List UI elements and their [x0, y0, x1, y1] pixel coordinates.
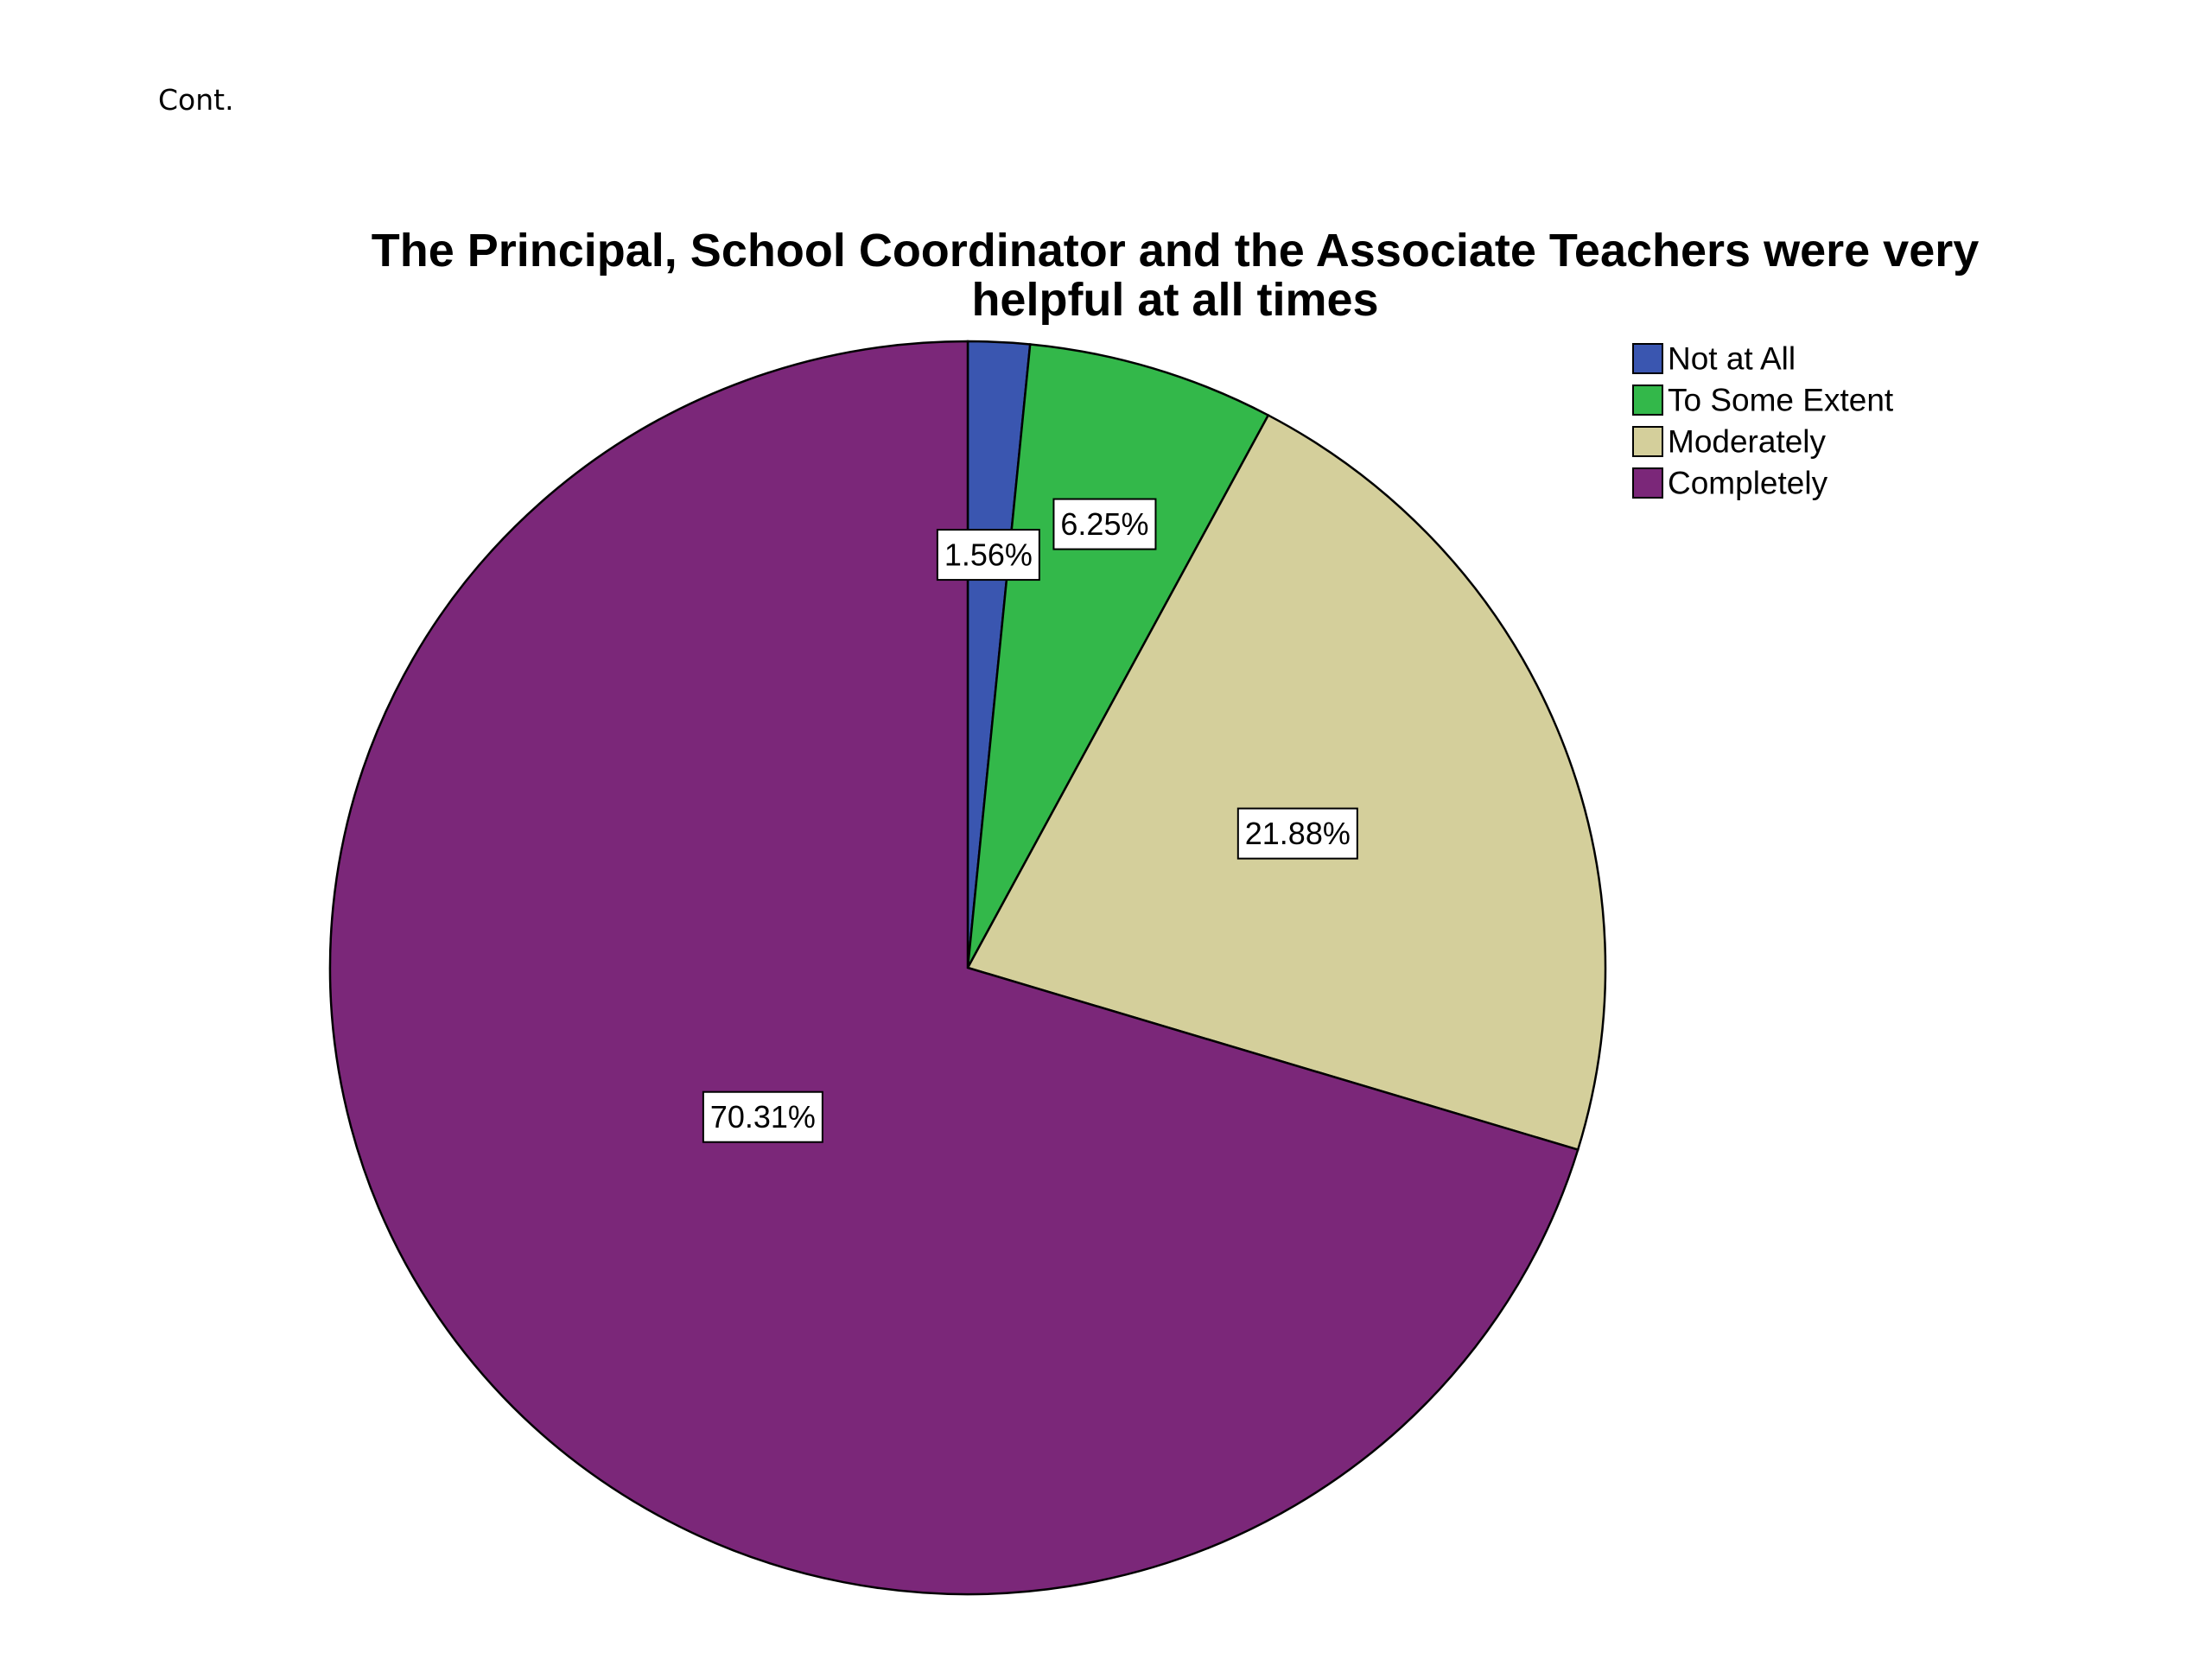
chart-legend: Not at All To Some Extent Moderately Comple…: [1632, 341, 1894, 501]
legend-label: Not at All: [1668, 341, 1796, 377]
continued-label: Cont.: [158, 83, 234, 117]
legend-item-to-some-extent: To Some Extent: [1632, 383, 1894, 418]
legend-item-moderately: Moderately: [1632, 424, 1827, 460]
pie-slice-moderately: [966, 413, 1607, 1152]
legend-label: To Some Extent: [1668, 383, 1894, 418]
data-label-box: [936, 529, 1040, 582]
data-label-completely: 70.31%: [702, 1090, 823, 1143]
data-label-moderately: 21.88%: [1236, 807, 1358, 860]
data-label-text: 1.56%: [944, 537, 1033, 573]
legend-swatch: [1632, 385, 1663, 416]
pie-slice-to-some-extent: [966, 343, 1270, 969]
chart-title-line-2: helpful at all times: [971, 274, 1379, 326]
legend-label: Moderately: [1668, 424, 1827, 460]
legend-label: Completely: [1668, 466, 1828, 501]
legend-item-completely: Completely: [1632, 466, 1828, 501]
legend-item-not-at-all: Not at All: [1632, 341, 1796, 377]
legend-swatch: [1632, 467, 1663, 499]
pie-data-labels: 1.56% 6.25% 21.88% 70.31%: [702, 498, 1358, 1143]
chart-title-line-1: The Principal, School Coordinator and th…: [371, 225, 1980, 276]
pie-slice-completely: [328, 340, 1580, 1596]
data-label-box: [702, 1090, 823, 1143]
chart-title: The Principal, School Coordinator and th…: [285, 226, 2065, 325]
data-label-text: 21.88%: [1245, 816, 1351, 851]
data-label-not-at-all: 1.56%: [936, 529, 1040, 582]
data-label-text: 6.25%: [1060, 506, 1148, 542]
pie-slices: [328, 340, 1607, 1596]
data-label-box: [1052, 498, 1157, 550]
legend-swatch: [1632, 426, 1663, 457]
data-label-box: [1236, 807, 1358, 860]
data-label-text: 70.31%: [710, 1099, 816, 1135]
legend-swatch: [1632, 343, 1663, 374]
data-label-to-some-extent: 6.25%: [1052, 498, 1157, 550]
